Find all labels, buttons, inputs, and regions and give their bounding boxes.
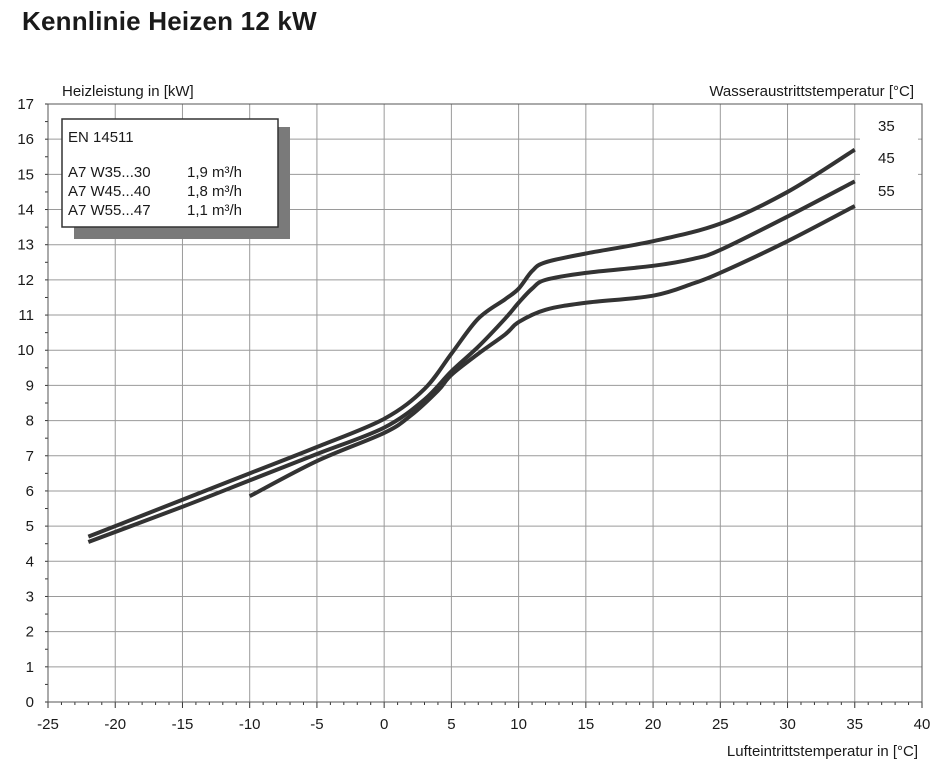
x-axis-label: Lufteintrittstemperatur in [°C] bbox=[727, 743, 918, 760]
y-tick-label: 14 bbox=[17, 202, 34, 219]
legend-row-point: A7 W35...30 bbox=[68, 164, 151, 181]
x-tick-label: 35 bbox=[846, 716, 863, 733]
series-name-label: 55 bbox=[878, 183, 895, 200]
y-tick-label: 2 bbox=[26, 624, 34, 641]
legend-row-flow: 1,9 m³/h bbox=[187, 164, 242, 181]
y-tick-label: 7 bbox=[26, 448, 34, 465]
y-tick-label: 15 bbox=[17, 166, 34, 183]
series-name-background bbox=[860, 112, 918, 208]
y-tick-label: 1 bbox=[26, 659, 34, 676]
series-line-45 bbox=[87, 179, 856, 544]
y-tick-label: 9 bbox=[26, 377, 34, 394]
legend-row-flow: 1,8 m³/h bbox=[187, 183, 242, 200]
series-layer bbox=[87, 148, 856, 544]
x-tick-label: -10 bbox=[239, 716, 261, 733]
y-tick-label: 0 bbox=[26, 694, 34, 711]
x-tick-label: 30 bbox=[779, 716, 796, 733]
x-tick-label: -25 bbox=[37, 716, 59, 733]
series-line-35 bbox=[87, 148, 856, 539]
y-tick-label: 10 bbox=[17, 342, 34, 359]
legend-row-flow: 1,1 m³/h bbox=[187, 202, 242, 219]
legend-row-point: A7 W45...40 bbox=[68, 183, 151, 200]
legend-heading: EN 14511 bbox=[68, 129, 134, 146]
series-name-label: 35 bbox=[878, 118, 895, 135]
y-tick-label: 11 bbox=[18, 307, 34, 324]
y-tick-label: 5 bbox=[26, 518, 34, 535]
x-tick-label: 25 bbox=[712, 716, 729, 733]
plot-frame bbox=[47, 103, 923, 703]
y-tick-label: 17 bbox=[17, 96, 34, 113]
series-label-title: Wasseraustrittstemperatur [°C] bbox=[709, 83, 914, 100]
x-tick-label: 5 bbox=[447, 716, 455, 733]
y-tick-label: 16 bbox=[17, 131, 34, 148]
x-tick-label: -15 bbox=[172, 716, 194, 733]
chart-title: Kennlinie Heizen 12 kW bbox=[22, 6, 317, 36]
x-tick-label: 0 bbox=[380, 716, 388, 733]
legend-frame bbox=[61, 118, 279, 228]
series-line-55 bbox=[248, 204, 856, 498]
x-tick-label: -5 bbox=[310, 716, 323, 733]
series-name-box: 35 45 55 bbox=[860, 112, 918, 208]
y-axis-label: Heizleistung in [kW] bbox=[62, 83, 194, 100]
x-tick-label: 20 bbox=[645, 716, 662, 733]
x-tick-label: -20 bbox=[104, 716, 126, 733]
y-tick-label: 13 bbox=[17, 237, 34, 254]
y-tick-label: 4 bbox=[26, 553, 34, 570]
tick-layer: -25 -20 -15 -10 -5 0 5 10 15 20 25 30 35 400123456789… bbox=[17, 96, 930, 733]
series-name-label: 45 bbox=[878, 150, 895, 167]
x-tick-label: 15 bbox=[578, 716, 595, 733]
y-tick-label: 12 bbox=[17, 272, 34, 289]
legend-row-point: A7 W55...47 bbox=[68, 202, 151, 219]
y-tick-label: 3 bbox=[26, 588, 34, 605]
legend-box: EN 14511 A7 W35...30 1,9 m³/h A7 W45...4… bbox=[61, 118, 290, 239]
y-tick-label: 8 bbox=[26, 413, 34, 430]
x-tick-label: 10 bbox=[510, 716, 527, 733]
y-tick-label: 6 bbox=[26, 483, 34, 500]
x-tick-label: 40 bbox=[914, 716, 931, 733]
